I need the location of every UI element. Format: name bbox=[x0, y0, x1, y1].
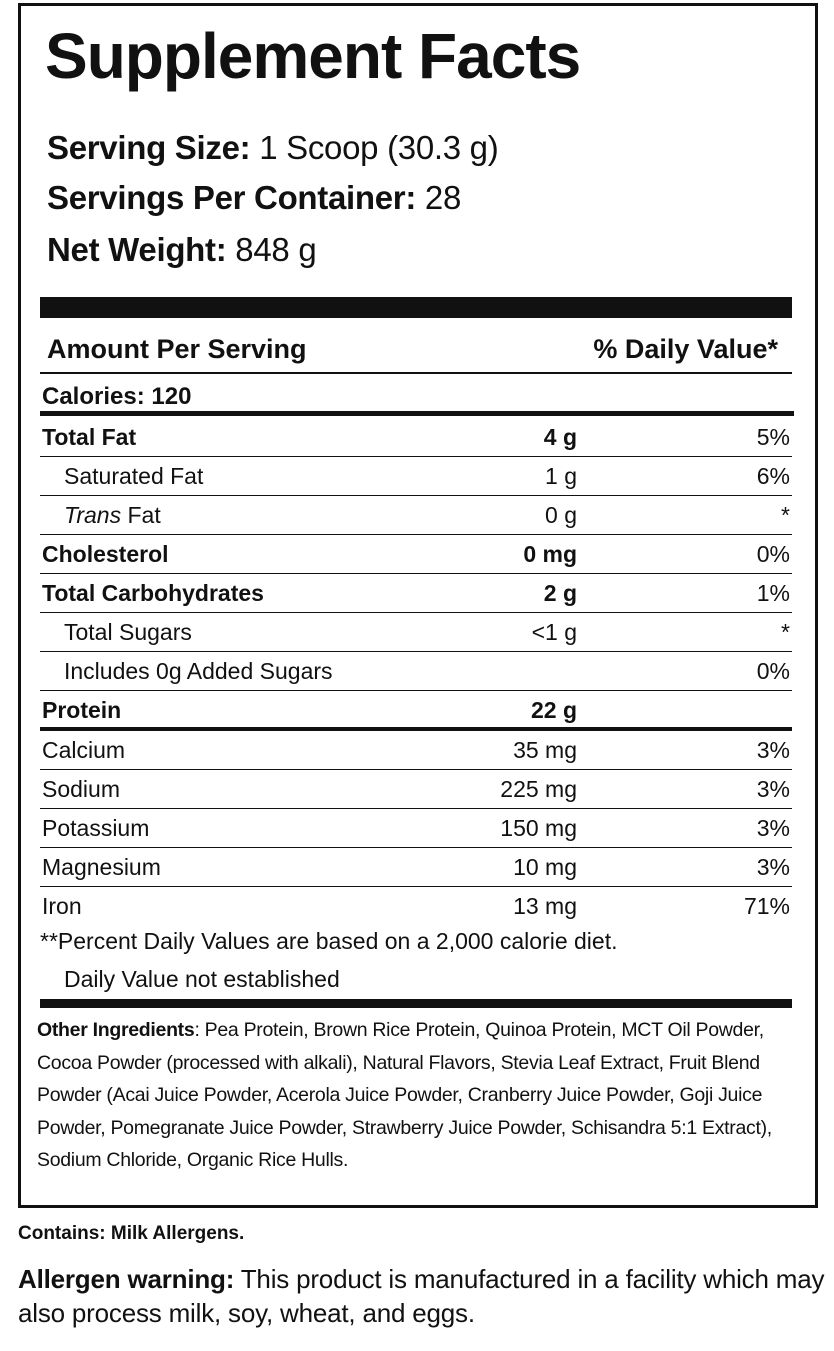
nutrient-dv: * bbox=[781, 502, 790, 528]
contains: Contains: Milk Allergens. bbox=[18, 1223, 245, 1244]
nutrient-dv: 0% bbox=[756, 541, 790, 567]
nutrient-name: Magnesium bbox=[40, 848, 457, 886]
nutrient-dv: 71% bbox=[743, 893, 790, 919]
nutrient-dv: 3% bbox=[756, 737, 790, 763]
nutrient-amount: 13 mg bbox=[513, 893, 577, 919]
nutrient-row: Total Fat 4 g 5% bbox=[40, 418, 792, 457]
nutrient-name: Total Fat bbox=[40, 418, 457, 456]
nutrient-row: Cholesterol 0 mg 0% bbox=[40, 535, 792, 574]
nutrient-name: Includes 0g Added Sugars bbox=[40, 652, 457, 690]
nutrient-amount: 22 g bbox=[530, 697, 577, 723]
nutrient-row: Total Sugars <1 g * bbox=[40, 613, 792, 652]
table-header: Amount Per Serving % Daily Value* bbox=[40, 326, 792, 374]
ingredients-label: Other Ingredients bbox=[37, 1019, 195, 1041]
serving-value: 848 g bbox=[235, 231, 317, 268]
nutrient-dv: 3% bbox=[756, 815, 790, 841]
nutrient-name: Cholesterol bbox=[40, 535, 457, 573]
label-border bbox=[18, 3, 818, 1208]
nutrient-dv: * bbox=[781, 619, 790, 645]
serving-line: Serving Size: 1 Scoop (30.3 g) bbox=[47, 125, 499, 171]
nutrient-amount: 1 g bbox=[545, 463, 577, 489]
nutrient-amount: 0 g bbox=[545, 502, 577, 528]
nutrient-name: Total Carbohydrates bbox=[40, 574, 457, 612]
title: Supplement Facts bbox=[45, 20, 581, 92]
nutrient-amount: 225 mg bbox=[500, 776, 577, 802]
nutrient-name: Total Sugars bbox=[40, 613, 457, 651]
nutrient-name-text: Saturated Fat bbox=[64, 463, 204, 489]
nutrient-row: Sodium 225 mg 3% bbox=[40, 770, 792, 809]
ingredients-text: : Pea Protein, Brown Rice Protein, Quino… bbox=[37, 1019, 772, 1171]
warning-label: Allergen warning: bbox=[18, 1264, 235, 1294]
footnote: Daily Value not established bbox=[64, 966, 340, 992]
nutrient-dv: 6% bbox=[756, 463, 790, 489]
nutrient-name-text: Sodium bbox=[42, 776, 120, 802]
nutrient-amount: 10 mg bbox=[513, 854, 577, 880]
ingredients: Other Ingredients: Pea Protein, Brown Ri… bbox=[37, 1014, 807, 1177]
nutrient-row: Includes 0g Added Sugars 0% bbox=[40, 652, 792, 691]
nutrient-name: Protein bbox=[40, 691, 457, 729]
nutrient-name-text: Total Sugars bbox=[64, 619, 192, 645]
nutrient-name-text: Fat bbox=[127, 502, 161, 528]
nutrient-row: Saturated Fat 1 g 6% bbox=[40, 457, 792, 496]
nutrient-name-text: Includes 0g Added Sugars bbox=[64, 658, 333, 684]
nutrient-row: Iron 13 mg 71% bbox=[40, 887, 792, 925]
nutrient-amount: 2 g bbox=[543, 580, 577, 606]
allergen-warning: Allergen warning: This product is manufa… bbox=[18, 1262, 834, 1330]
nutrient-row: Trans Fat 0 g * bbox=[40, 496, 792, 535]
nutrient-name: Iron bbox=[40, 887, 457, 925]
nutrient-name-text: Iron bbox=[42, 893, 82, 919]
calories: Calories: 120 bbox=[40, 378, 794, 416]
serving-line: Servings Per Container: 28 bbox=[47, 175, 461, 221]
nutrient-name-text: Calcium bbox=[42, 737, 126, 763]
nutrient-row: Total Carbohydrates 2 g 1% bbox=[40, 574, 792, 613]
nutrient-amount: 35 mg bbox=[513, 737, 577, 763]
warning-text: This product is manufactured in a facili… bbox=[18, 1264, 825, 1328]
amount-header: Amount Per Serving bbox=[47, 334, 307, 364]
nutrient-dv: 5% bbox=[756, 424, 790, 450]
nutrient-name: Potassium bbox=[40, 809, 457, 847]
nutrient-name: Sodium bbox=[40, 770, 457, 808]
nutrient-row: Magnesium 10 mg 3% bbox=[40, 848, 792, 887]
thick-bar bbox=[40, 297, 792, 318]
nutrient-amount: 4 g bbox=[543, 424, 577, 450]
serving-label: Servings Per Container: bbox=[47, 179, 417, 216]
thick-bar bbox=[40, 999, 792, 1008]
serving-label: Net Weight: bbox=[47, 231, 227, 268]
nutrient-amount: 0 mg bbox=[523, 541, 577, 567]
nutrient-name-text: Protein bbox=[42, 697, 122, 723]
nutrient-amount: <1 g bbox=[531, 619, 577, 645]
nutrient-amount: 150 mg bbox=[500, 815, 577, 841]
serving-label: Serving Size: bbox=[47, 129, 251, 166]
dv-header: % Daily Value* bbox=[593, 334, 778, 364]
nutrient-dv: 1% bbox=[756, 580, 790, 606]
nutrient-name-text: Total Fat bbox=[42, 424, 137, 450]
nutrient-dv: 3% bbox=[756, 776, 790, 802]
nutrient-dv: 0% bbox=[756, 658, 790, 684]
nutrient-name-text: Cholesterol bbox=[42, 541, 169, 567]
nutrient-amount-cell bbox=[457, 652, 577, 690]
serving-value: 1 Scoop (30.3 g) bbox=[259, 129, 499, 166]
nutrient-dv: 3% bbox=[756, 854, 790, 880]
nutrient-row: Calcium 35 mg 3% bbox=[40, 731, 792, 770]
nutrient-name-italic: Trans bbox=[64, 502, 122, 528]
nutrient-name-text: Potassium bbox=[42, 815, 150, 841]
nutrient-row: Potassium 150 mg 3% bbox=[40, 809, 792, 848]
nutrient-table: Total Fat 4 g 5% Saturated Fat 1 g 6% Trans Fa… bbox=[40, 418, 792, 925]
nutrient-name-text: Total Carbohydrates bbox=[42, 580, 264, 606]
serving-line: Net Weight: 848 g bbox=[47, 227, 317, 273]
nutrient-name: Calcium bbox=[40, 731, 457, 769]
nutrient-row: Protein 22 g bbox=[40, 691, 792, 731]
nutrient-name-text: Magnesium bbox=[42, 854, 161, 880]
nutrient-name: Saturated Fat bbox=[40, 457, 457, 495]
footnote: **Percent Daily Values are based on a 2,… bbox=[40, 928, 618, 954]
serving-value: 28 bbox=[424, 179, 462, 216]
nutrient-name: Trans Fat bbox=[40, 496, 457, 534]
nutrient-dv-cell bbox=[577, 691, 792, 729]
